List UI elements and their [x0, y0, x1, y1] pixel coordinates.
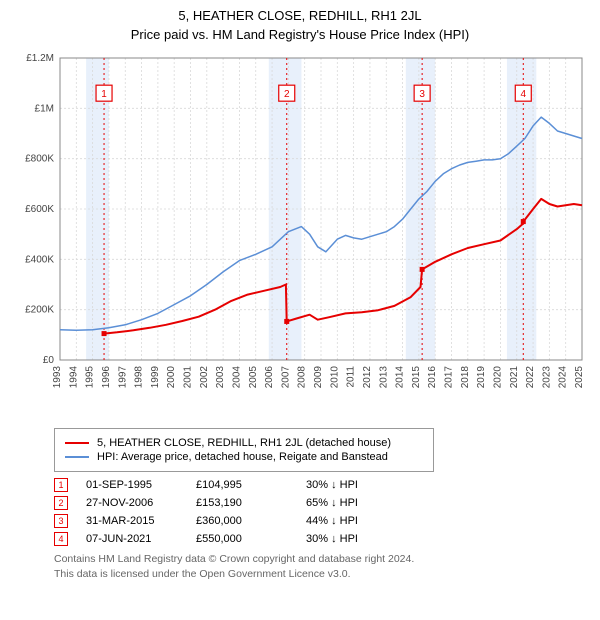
svg-text:2: 2	[284, 89, 290, 100]
sale-pct: 65% ↓ HPI	[306, 497, 406, 509]
legend-label-property: 5, HEATHER CLOSE, REDHILL, RH1 2JL (deta…	[97, 437, 391, 449]
svg-text:4: 4	[520, 89, 526, 100]
svg-text:£400K: £400K	[25, 254, 54, 265]
sale-price: £550,000	[196, 533, 306, 545]
svg-text:3: 3	[419, 89, 425, 100]
sale-date: 01-SEP-1995	[86, 479, 196, 491]
footer-line-2: This data is licensed under the Open Gov…	[54, 567, 590, 582]
svg-text:£1.2M: £1.2M	[26, 53, 54, 64]
sale-marker-1: 1	[54, 478, 68, 492]
svg-text:1996: 1996	[101, 366, 112, 389]
sale-pct: 30% ↓ HPI	[306, 533, 406, 545]
sale-date: 07-JUN-2021	[86, 533, 196, 545]
svg-text:1998: 1998	[134, 366, 145, 389]
svg-text:2017: 2017	[444, 366, 455, 389]
footer-line-1: Contains HM Land Registry data © Crown c…	[54, 552, 590, 567]
svg-text:2015: 2015	[411, 366, 422, 389]
svg-text:1993: 1993	[52, 366, 63, 389]
svg-text:2005: 2005	[248, 366, 259, 389]
svg-text:1: 1	[101, 89, 107, 100]
svg-text:2018: 2018	[460, 366, 471, 389]
sale-row: 4 07-JUN-2021 £550,000 30% ↓ HPI	[54, 532, 590, 546]
svg-text:2024: 2024	[558, 366, 569, 389]
sale-marker-3: 3	[54, 514, 68, 528]
svg-text:2010: 2010	[329, 366, 340, 389]
svg-text:2019: 2019	[476, 366, 487, 389]
svg-text:2002: 2002	[199, 366, 210, 389]
svg-text:2014: 2014	[395, 366, 406, 389]
sale-marker-2: 2	[54, 496, 68, 510]
sale-price: £360,000	[196, 515, 306, 527]
sale-row: 1 01-SEP-1995 £104,995 30% ↓ HPI	[54, 478, 590, 492]
svg-text:2003: 2003	[215, 366, 226, 389]
page-subtitle: Price paid vs. HM Land Registry's House …	[10, 27, 590, 42]
svg-text:2006: 2006	[264, 366, 275, 389]
footer: Contains HM Land Registry data © Crown c…	[54, 552, 590, 581]
sales-table: 1 01-SEP-1995 £104,995 30% ↓ HPI 2 27-NO…	[54, 478, 590, 546]
sale-row: 3 31-MAR-2015 £360,000 44% ↓ HPI	[54, 514, 590, 528]
legend-item-property: 5, HEATHER CLOSE, REDHILL, RH1 2JL (deta…	[65, 437, 423, 449]
sale-price: £104,995	[196, 479, 306, 491]
price-chart: £0 £200K £400K £600K £800K £1M £1.2M 1993 1994 19…	[10, 50, 590, 420]
sale-date: 27-NOV-2006	[86, 497, 196, 509]
svg-text:2007: 2007	[280, 366, 291, 389]
svg-text:2000: 2000	[166, 366, 177, 389]
svg-text:1997: 1997	[117, 366, 128, 389]
legend: 5, HEATHER CLOSE, REDHILL, RH1 2JL (deta…	[54, 428, 434, 472]
legend-label-hpi: HPI: Average price, detached house, Reig…	[97, 451, 388, 463]
svg-text:2001: 2001	[183, 366, 194, 389]
sale-price: £153,190	[196, 497, 306, 509]
svg-text:1994: 1994	[68, 366, 79, 389]
svg-text:2012: 2012	[362, 366, 373, 389]
sale-pct: 30% ↓ HPI	[306, 479, 406, 491]
svg-text:£800K: £800K	[25, 154, 54, 165]
sale-pct: 44% ↓ HPI	[306, 515, 406, 527]
sale-row: 2 27-NOV-2006 £153,190 65% ↓ HPI	[54, 496, 590, 510]
sale-marker-4: 4	[54, 532, 68, 546]
svg-text:2011: 2011	[346, 366, 357, 388]
svg-text:1999: 1999	[150, 366, 161, 389]
legend-item-hpi: HPI: Average price, detached house, Reig…	[65, 451, 423, 463]
svg-text:2013: 2013	[378, 366, 389, 389]
svg-text:2009: 2009	[313, 366, 324, 389]
svg-text:2021: 2021	[509, 366, 520, 389]
svg-text:£200K: £200K	[25, 305, 54, 316]
svg-text:£0: £0	[43, 355, 55, 366]
svg-text:2020: 2020	[492, 366, 503, 389]
svg-text:2023: 2023	[541, 366, 552, 389]
svg-text:2022: 2022	[525, 366, 536, 389]
chart-svg: £0 £200K £400K £600K £800K £1M £1.2M 1993 1994 19…	[10, 50, 590, 420]
svg-text:2016: 2016	[427, 366, 438, 389]
svg-text:2008: 2008	[297, 366, 308, 389]
svg-text:£1M: £1M	[35, 103, 54, 114]
svg-text:1995: 1995	[85, 366, 96, 389]
svg-text:2025: 2025	[574, 366, 585, 389]
legend-swatch-property	[65, 442, 89, 444]
svg-text:£600K: £600K	[25, 204, 54, 215]
sale-date: 31-MAR-2015	[86, 515, 196, 527]
page-title: 5, HEATHER CLOSE, REDHILL, RH1 2JL	[10, 8, 590, 23]
legend-swatch-hpi	[65, 456, 89, 458]
svg-text:2004: 2004	[231, 366, 242, 389]
